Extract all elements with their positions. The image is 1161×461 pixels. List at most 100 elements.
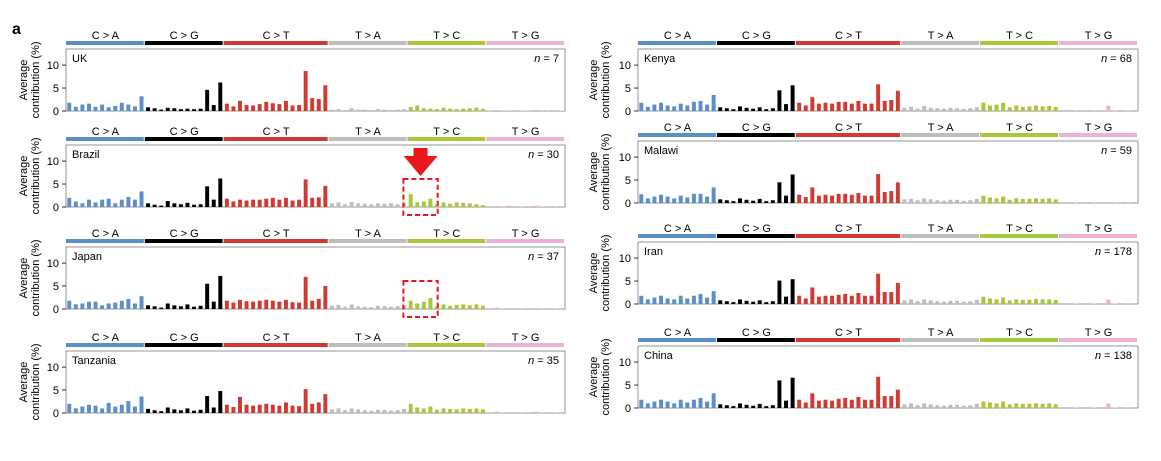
- bar-t-a: [955, 300, 960, 304]
- bar-t-a: [915, 108, 920, 111]
- bar-c-t: [297, 302, 302, 309]
- sample-count-label: n = 68: [1101, 53, 1132, 65]
- bar-c-a: [691, 399, 696, 408]
- n-symbol: n: [1095, 246, 1101, 258]
- bar-c-t: [843, 397, 848, 408]
- bar-t-c: [1001, 102, 1006, 111]
- bar-t-g: [494, 307, 499, 309]
- y-tick-label: 5: [53, 281, 59, 293]
- y-tick-label: 10: [47, 362, 59, 374]
- bar-t-c: [1007, 199, 1012, 203]
- group-label: T > C: [1006, 327, 1033, 339]
- bar-c-g: [777, 182, 782, 203]
- bar-c-a: [678, 103, 683, 111]
- bar-c-t: [323, 394, 328, 413]
- bar-c-a: [126, 196, 131, 207]
- bar-t-c: [994, 198, 999, 203]
- bar-c-t: [244, 105, 249, 111]
- bar-c-g: [165, 201, 170, 207]
- bar-c-t: [297, 406, 302, 413]
- y-tick-label: 5: [53, 385, 59, 397]
- bar-c-t: [270, 103, 275, 111]
- bar-c-g: [738, 106, 742, 111]
- group-label: C > A: [664, 122, 692, 134]
- y-tick-label: 10: [47, 60, 59, 72]
- signature-panel-uk: C > A C > G C > T T > A T > C T > G 0 5 10 Averag…: [18, 30, 566, 119]
- bar-c-t: [882, 292, 887, 304]
- bar-t-g: [1080, 407, 1085, 408]
- bar-c-g: [731, 109, 736, 111]
- bar-t-a: [968, 405, 973, 408]
- y-tick-label: 10: [619, 152, 631, 164]
- bar-t-c: [988, 402, 992, 408]
- group-label: C > G: [742, 30, 771, 42]
- bar-c-t: [283, 100, 288, 111]
- bar-t-g: [1066, 202, 1071, 203]
- bar-t-g: [1060, 110, 1065, 111]
- bar-c-t: [264, 299, 269, 309]
- bar-c-g: [146, 107, 151, 111]
- n-symbol: n: [528, 355, 534, 367]
- y-tick-label: 0: [53, 408, 59, 420]
- bar-t-a: [336, 304, 341, 309]
- group-label: C > T: [835, 30, 862, 42]
- group-strip-t-g: [1059, 133, 1137, 137]
- y-tick-label: 5: [53, 83, 59, 95]
- bar-t-a: [968, 108, 973, 111]
- bar-c-t: [290, 405, 295, 413]
- bar-c-a: [672, 106, 677, 111]
- bar-c-t: [895, 389, 900, 408]
- bar-c-g: [211, 199, 216, 207]
- plot-frame: [65, 246, 566, 310]
- bar-c-t: [257, 199, 262, 207]
- bar-c-a: [80, 203, 85, 207]
- bar-t-g: [553, 110, 558, 111]
- bar-t-a: [382, 306, 387, 309]
- bar-t-c: [421, 408, 426, 413]
- bar-t-c: [1027, 198, 1032, 203]
- bar-c-g: [718, 107, 723, 111]
- bar-c-g: [218, 178, 223, 207]
- bar-t-c: [1053, 106, 1058, 111]
- bar-c-g: [790, 85, 795, 111]
- bar-c-a: [93, 301, 98, 309]
- y-axis-label: Averagecontribution (%): [588, 234, 612, 311]
- bar-t-a: [948, 107, 953, 111]
- bar-t-a: [389, 110, 393, 111]
- bar-t-g: [526, 206, 531, 207]
- bar-t-a: [349, 304, 354, 309]
- bar-c-t: [251, 199, 256, 207]
- bar-t-c: [1040, 403, 1045, 408]
- country-label: Malawi: [644, 145, 678, 157]
- bar-c-a: [705, 297, 710, 304]
- bar-c-t: [224, 103, 229, 111]
- bar-t-c: [480, 305, 485, 309]
- group-strip-c-g: [716, 133, 795, 137]
- bar-t-a: [948, 404, 953, 408]
- group-strip-t-c: [980, 41, 1058, 45]
- bar-c-a: [639, 102, 644, 111]
- bar-c-g: [738, 299, 742, 304]
- signature-panel-malawi: C > A C > G C > T T > A T > C T > G 0 5 10 Averag…: [588, 122, 1139, 211]
- y-tick-label: 0: [53, 106, 59, 118]
- bar-c-t: [816, 195, 821, 203]
- bar-c-g: [784, 400, 788, 408]
- bar-t-c: [1001, 401, 1006, 408]
- group-label: C > T: [835, 327, 862, 339]
- bar-t-g: [1119, 110, 1124, 111]
- bar-t-a: [955, 199, 960, 203]
- bar-c-t: [270, 300, 275, 309]
- group-strip-c-t: [795, 41, 901, 45]
- bar-t-a: [402, 408, 407, 413]
- bar-t-c: [461, 202, 466, 207]
- group-label: T > A: [355, 332, 381, 344]
- bar-t-g: [1099, 202, 1104, 203]
- y-tick-label: 0: [625, 403, 631, 415]
- bar-c-g: [146, 305, 151, 309]
- bar-c-t: [257, 104, 262, 111]
- bar-c-g: [731, 406, 736, 408]
- plot-frame: [65, 350, 566, 414]
- bar-t-g: [1132, 110, 1137, 111]
- group-label: T > A: [355, 30, 381, 42]
- bar-t-c: [1047, 198, 1052, 203]
